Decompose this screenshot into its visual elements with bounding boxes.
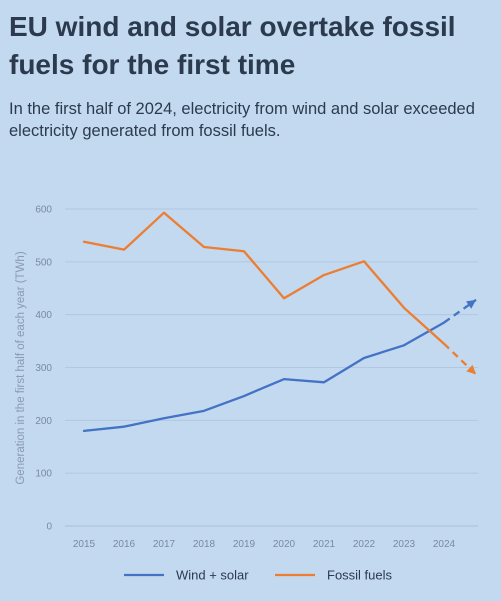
y-tick-label: 600 — [35, 205, 52, 216]
x-tick-label: 2021 — [313, 539, 336, 550]
y-tick-label: 0 — [46, 522, 52, 533]
y-tick-label: 500 — [35, 257, 52, 268]
y-tick-label: 400 — [35, 310, 52, 321]
legend-label-1: Fossil fuels — [327, 568, 393, 583]
series-segment-2024-0 — [402, 321, 446, 347]
x-axis-ticks: 2015 2016 2017 2018 2019 2020 2021 2022 2023 2024 — [73, 539, 456, 550]
chart-subtitle: In the first half of 2024, electricity f… — [9, 100, 475, 140]
series-line-1 — [82, 211, 406, 309]
y-tick-label: 300 — [35, 363, 52, 374]
x-tick-label: 2023 — [393, 539, 416, 550]
chart-title: EU wind and solar overtake fossil fuels … — [9, 11, 456, 80]
y-axis-ticks: 0 100 200 300 400 500 600 — [35, 205, 52, 533]
x-tick-label: 2018 — [193, 539, 216, 550]
series-projection-0 — [443, 298, 477, 324]
x-tick-label: 2019 — [233, 539, 256, 550]
series-lines — [82, 211, 477, 433]
grid-lines — [65, 208, 478, 527]
x-tick-label: 2020 — [273, 539, 296, 550]
x-tick-label: 2015 — [73, 539, 96, 550]
legend-label-0: Wind + solar — [176, 568, 249, 583]
y-tick-label: 100 — [35, 469, 52, 480]
x-tick-label: 2022 — [353, 539, 376, 550]
y-tick-label: 200 — [35, 416, 52, 427]
series-segment-2024-1 — [402, 306, 446, 345]
legend: Wind + solar Fossil fuels — [124, 568, 393, 583]
x-tick-label: 2016 — [113, 539, 136, 550]
x-tick-label: 2024 — [433, 539, 456, 550]
series-arrowhead-0 — [466, 299, 476, 309]
series-arrowhead-1 — [466, 364, 476, 375]
x-tick-label: 2017 — [153, 539, 176, 550]
series-line-0 — [82, 344, 406, 433]
y-axis-label: Generation in the first half of each yea… — [15, 251, 27, 484]
